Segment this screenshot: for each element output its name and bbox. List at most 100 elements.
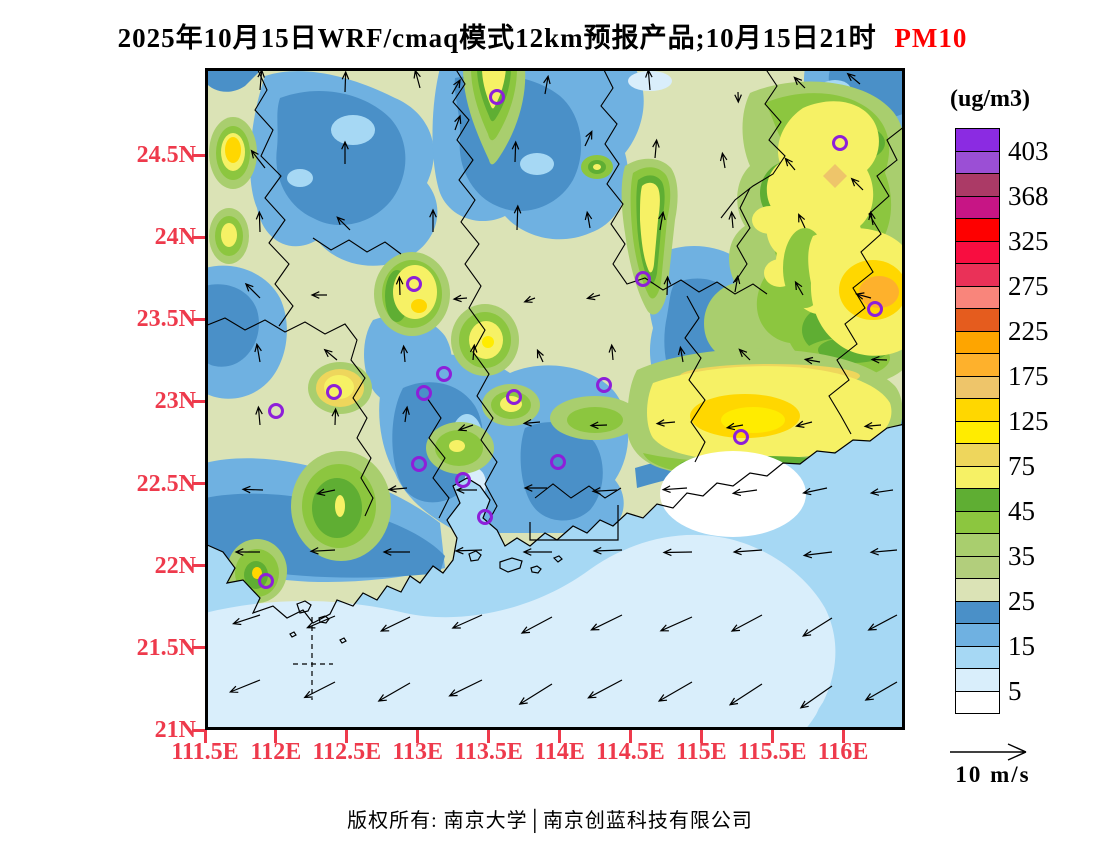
title-main: 2025年10月15日WRF/cmaq模式12km预报产品;10月15日21时 [117, 23, 877, 53]
lon-label: 113E [392, 739, 444, 765]
lon-tick [416, 730, 420, 743]
lon-tick [841, 730, 845, 743]
title-pollutant: PM10 [894, 23, 968, 53]
colorbar-tick-label: 5 [1008, 675, 1022, 706]
forecast-map [205, 68, 905, 730]
lon-label: 112E [250, 739, 302, 765]
lat-label: 21N [154, 717, 196, 743]
colorbar-box [955, 555, 1000, 579]
map-frame [205, 68, 905, 730]
station-marker [411, 456, 427, 472]
colorbar-box [955, 420, 1000, 444]
sea-fills [205, 424, 905, 730]
colorbar-box [955, 375, 1000, 399]
colorbar-box [955, 173, 1000, 197]
colorbar-tick-label: 35 [1008, 540, 1035, 571]
wind-vector-field [228, 68, 898, 709]
colorbar-box [955, 690, 1000, 714]
lon-label: 112.5E [312, 739, 382, 765]
station-marker [550, 454, 566, 470]
station-markers [258, 89, 883, 589]
colorbar-box [955, 398, 1000, 422]
lat-tick [192, 482, 205, 486]
lon-label: 114.5E [596, 739, 665, 765]
lon-label: 115.5E [737, 739, 807, 765]
colorbar-tick-label: 45 [1008, 495, 1035, 526]
colorbar-tick-label: 368 [1008, 180, 1049, 211]
wind-reference-arrow [950, 743, 1027, 761]
colorbar-tick-label: 15 [1008, 630, 1035, 661]
lat-label: 22N [154, 552, 196, 579]
colorbar-tick-label: 125 [1008, 405, 1049, 436]
colorbar-box [955, 263, 1000, 287]
lat-tick [192, 646, 205, 650]
colorbar-box [955, 533, 1000, 557]
lon-label: 111.5E [171, 739, 239, 765]
lat-tick [192, 564, 205, 568]
colorbar-box [955, 510, 1000, 534]
lat-tick [192, 317, 205, 321]
lon-label: 116E [817, 739, 869, 765]
lat-tick [192, 728, 205, 732]
lat-label: 24.5N [136, 142, 196, 168]
copyright-text: 版权所有: 南京大学│南京创蓝科技有限公司 [347, 810, 753, 832]
lat-label: 24N [154, 224, 196, 251]
colorbar-box [955, 240, 1000, 264]
colorbar-box [955, 128, 1000, 152]
station-marker [867, 301, 883, 317]
lat-label: 23.5N [136, 306, 196, 333]
station-marker [436, 366, 452, 382]
colorbar-tick-label: 275 [1008, 270, 1049, 301]
lon-label: 113.5E [454, 739, 523, 765]
colorbar-box [955, 645, 1000, 669]
lon-label: 114E [534, 739, 585, 765]
lon-tick [558, 730, 561, 743]
hk-boundary-box [529, 505, 619, 541]
station-marker [326, 384, 342, 400]
lon-label: 115E [675, 739, 727, 765]
lon-tick [699, 730, 703, 743]
wind-arrow [228, 68, 898, 709]
lat-label: 23N [154, 388, 196, 415]
station-marker [635, 271, 651, 287]
coastline [205, 423, 905, 700]
lon-tick [274, 730, 278, 743]
lat-label: 21.5N [136, 634, 196, 661]
colorbar-box [955, 578, 1000, 602]
colorbar-tick-label: 325 [1008, 225, 1049, 256]
colorbar-box [955, 623, 1000, 647]
lat-tick [192, 235, 205, 239]
wind-reference-label: 10 m/s [955, 762, 1031, 787]
lon-tick [345, 730, 349, 743]
station-marker [416, 385, 432, 401]
lat-tick [192, 399, 205, 403]
colorbar-box [955, 150, 1000, 174]
colorbar-box [955, 285, 1000, 309]
station-marker [268, 403, 284, 419]
colorbar-tick-label: 403 [1008, 135, 1049, 166]
station-marker [832, 135, 848, 151]
colorbar-unit-label: (ug/m3) [950, 86, 1030, 112]
station-marker [489, 89, 505, 105]
lat-label: 22.5N [136, 470, 196, 497]
lon-tick [487, 730, 491, 743]
station-marker [596, 377, 612, 393]
colorbar-box [955, 600, 1000, 624]
colorbar-box [955, 353, 1000, 377]
station-marker [406, 276, 422, 292]
colorbar [955, 128, 1000, 714]
admin-boundaries [205, 68, 905, 525]
colorbar-tick-label: 175 [1008, 360, 1049, 391]
lat-tick [192, 153, 205, 157]
colorbar-box [955, 488, 1000, 512]
colorbar-box [955, 308, 1000, 332]
colorbar-tick-label: 25 [1008, 585, 1035, 616]
colorbar-box [955, 668, 1000, 692]
colorbar-box [955, 465, 1000, 489]
station-marker [455, 472, 471, 488]
lon-tick [770, 730, 774, 743]
page-title: 2025年10月15日WRF/cmaq模式12km预报产品;10月15日21时 … [0, 16, 1085, 55]
colorbar-box [955, 195, 1000, 219]
station-marker [477, 509, 493, 525]
